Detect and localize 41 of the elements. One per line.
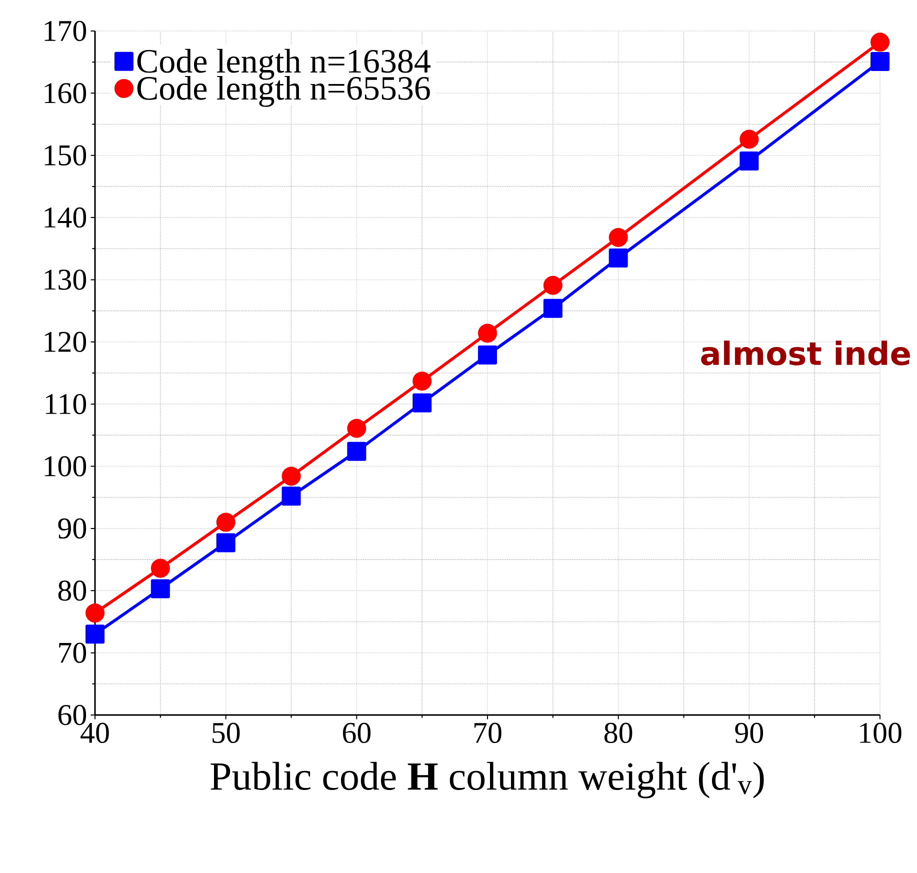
y-tick-label: 150 [44,145,86,166]
point [216,512,236,532]
point [282,466,301,486]
x-tick-label: 70 [474,722,502,744]
point [282,486,301,506]
y-tick-label: 100 [44,456,86,476]
point [412,372,432,391]
x-tick-label: 90 [735,722,764,744]
point [543,298,562,318]
point [86,604,105,623]
point [608,228,628,247]
x-tick-label: 100 [860,722,902,744]
point [608,248,628,268]
point [740,151,759,170]
y-tick-label: 90 [58,518,86,539]
point [347,442,366,461]
annotation: almost inde [701,340,910,366]
x-tick-label: 80 [604,722,632,744]
point [478,345,498,364]
point [412,393,432,412]
point [478,324,498,343]
point [870,52,890,71]
point [86,624,105,644]
y-tick-label: 110 [46,394,86,414]
point [870,32,890,52]
y-tick-label: 70 [59,642,86,663]
point [347,418,366,438]
point [150,558,170,578]
x-tick-label: 50 [212,722,240,744]
y-tick-label: 170 [44,20,86,42]
x-axis-title: Public code H column weight (d'$_{v}$) [210,762,764,798]
point [150,579,170,598]
y-tick-label: 120 [44,332,86,352]
point [216,533,236,552]
x-tick-label: 60 [342,722,371,744]
point [543,276,562,295]
y-tick-label: 140 [44,207,86,228]
y-tick-label: 80 [58,580,86,601]
y-tick-label: 130 [44,270,86,290]
point [740,130,759,149]
y-tick-label: 160 [44,83,86,104]
